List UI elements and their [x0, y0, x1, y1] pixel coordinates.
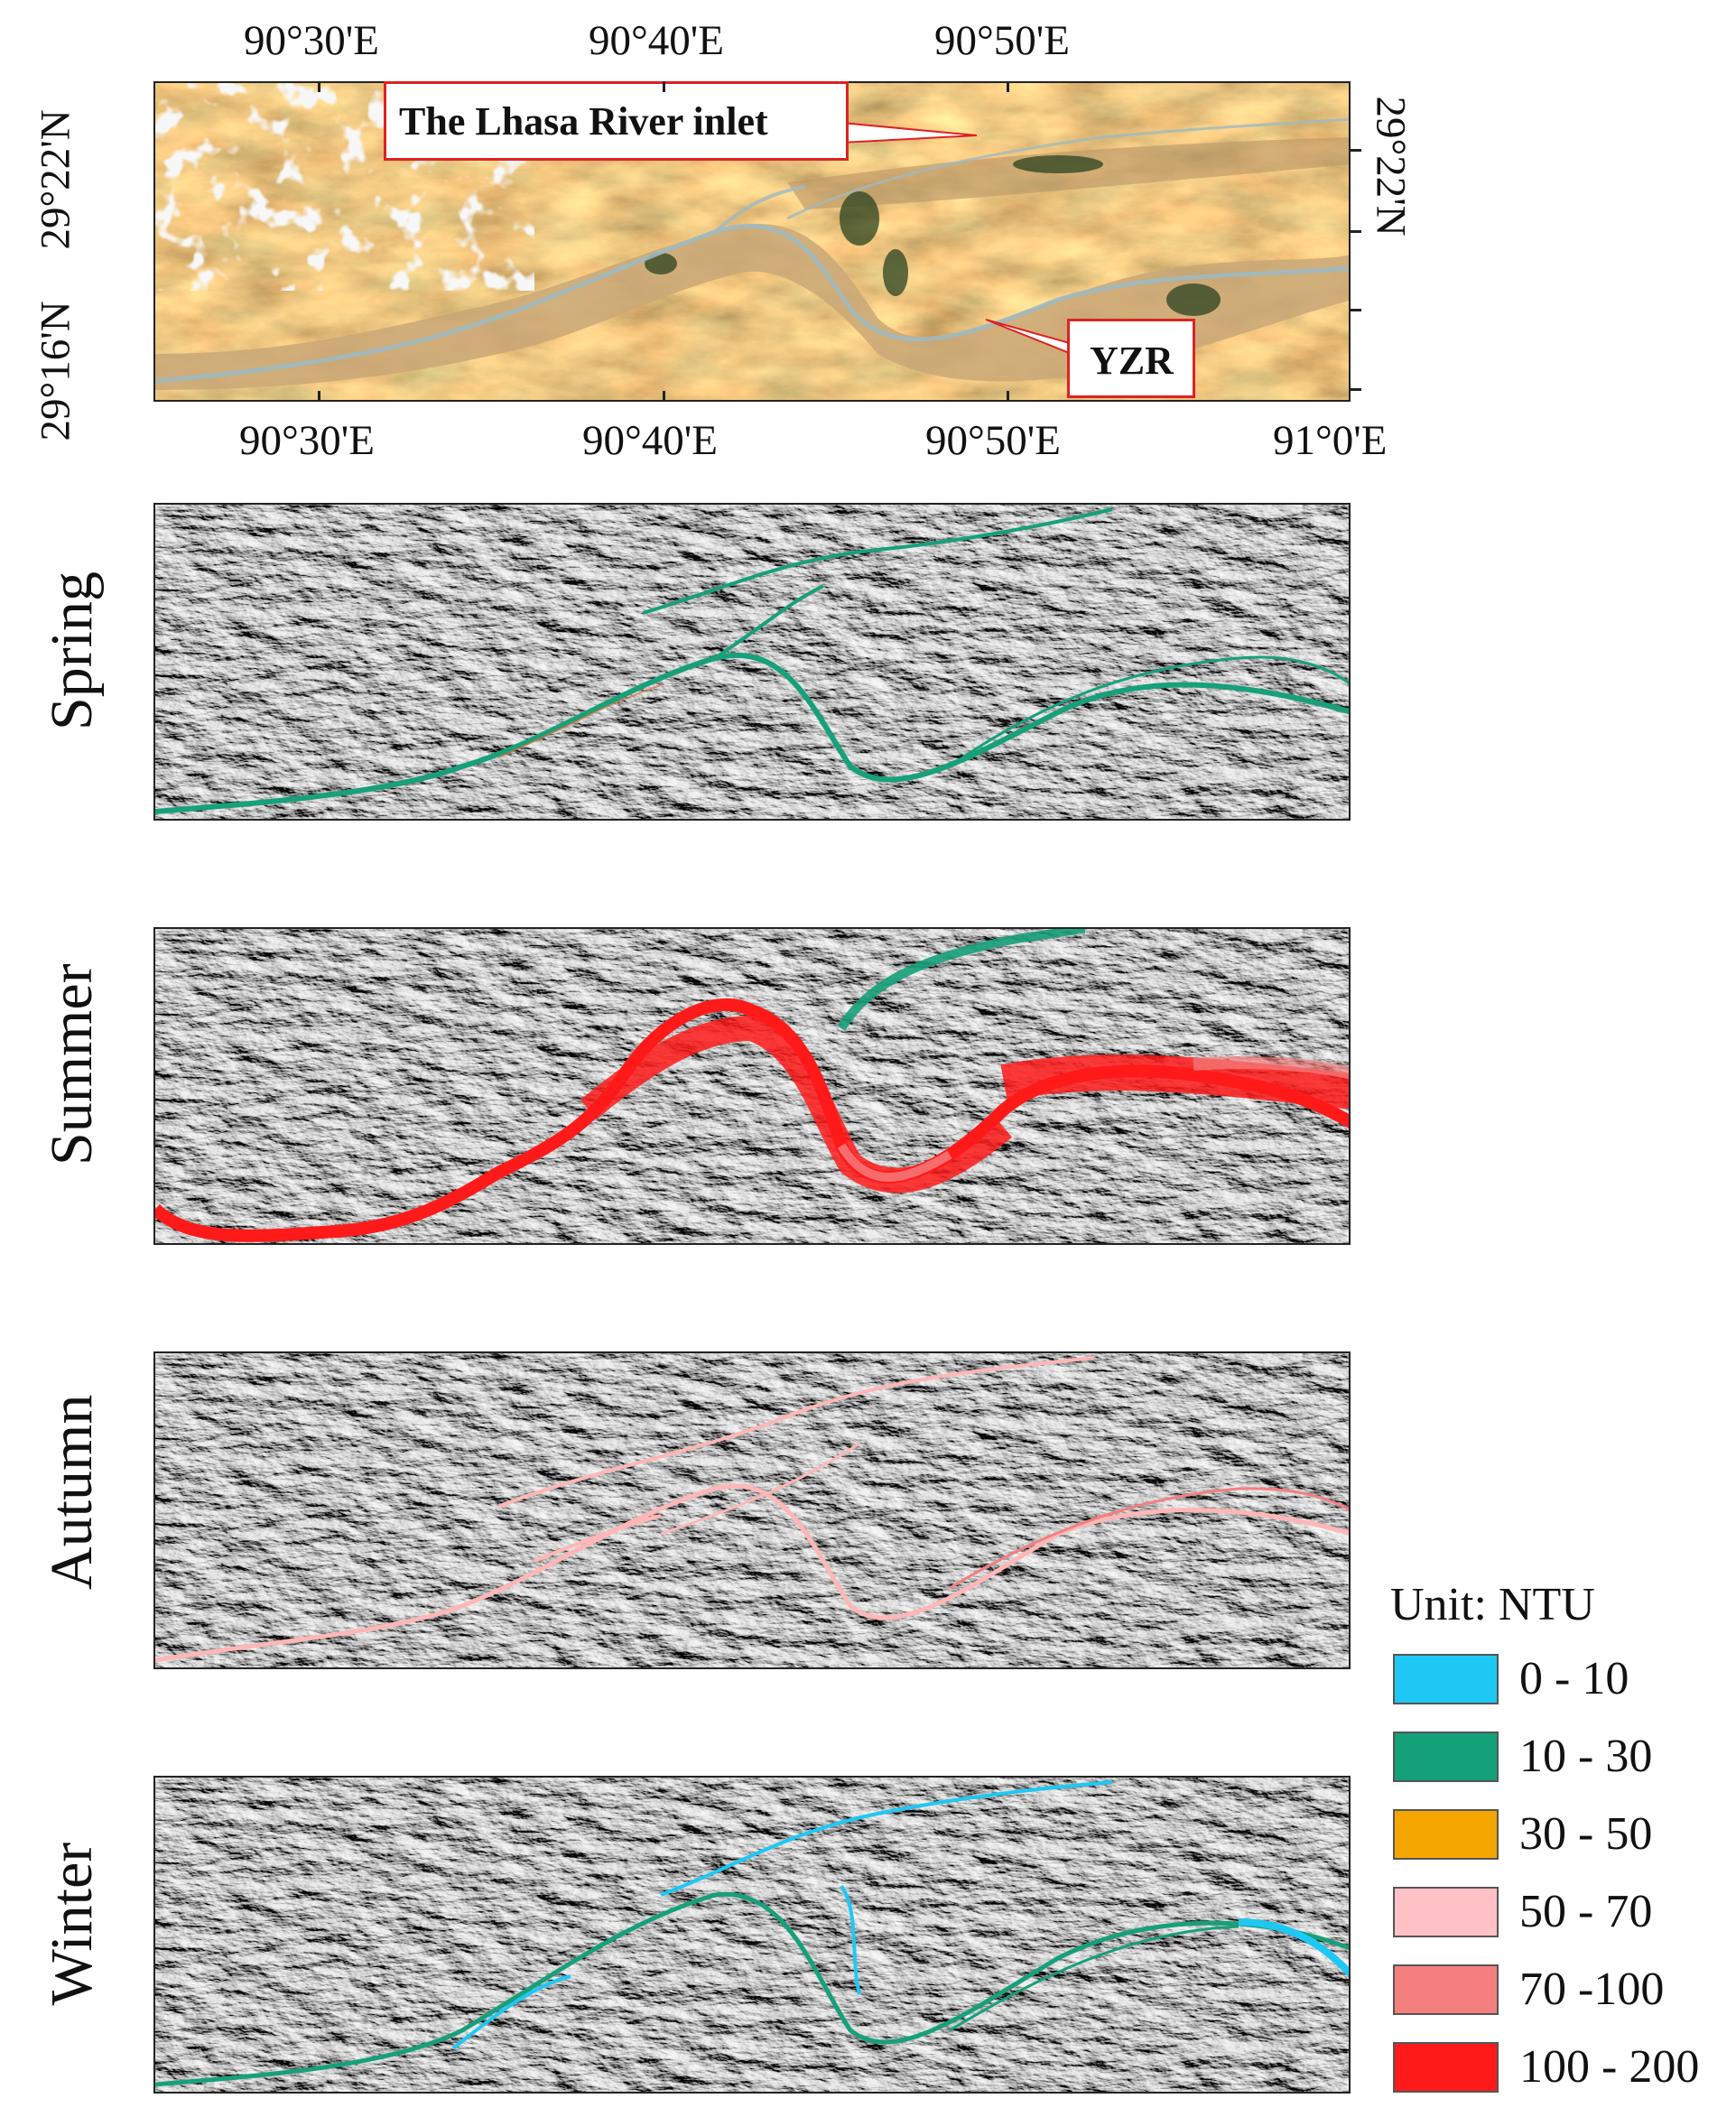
legend-item-70-100: 70 -100	[1393, 1964, 1727, 2017]
legend-label: 70 -100	[1519, 1964, 1665, 2015]
callout-lhasa-river-inlet: The Lhasa River inlet	[384, 81, 849, 161]
legend-swatch	[1393, 1964, 1499, 2015]
bottom-tickmark-3	[1007, 391, 1009, 402]
right-tickmark-2	[1351, 230, 1361, 233]
legend-swatch	[1393, 1732, 1499, 1782]
panel-autumn	[153, 1351, 1351, 1669]
legend-label: 10 - 30	[1519, 1731, 1653, 1782]
legend-title: Unit: NTU	[1390, 1579, 1595, 1630]
legend-item-100-200: 100 - 200	[1393, 2042, 1727, 2094]
legend-item-10-30: 10 - 30	[1393, 1732, 1727, 1784]
right-tickmark-4	[1351, 388, 1361, 391]
bottom-tickmark-2	[663, 391, 665, 402]
top-tickmark-1	[318, 81, 320, 92]
legend-swatch	[1393, 1887, 1499, 1937]
right-tickmark-1	[1351, 149, 1361, 152]
panel-spring	[153, 503, 1351, 821]
legend-label: 30 - 50	[1519, 1808, 1653, 1860]
top-tick-lon-3: 90°50'E	[934, 17, 1070, 64]
season-label-autumn: Autumn	[39, 1394, 105, 1590]
legend-item-50-70: 50 - 70	[1393, 1887, 1727, 1939]
legend-label: 100 - 200	[1519, 2041, 1700, 2093]
left-tick-lat-1: 29°22'N	[32, 109, 79, 250]
legend-item-0-10: 0 - 10	[1393, 1654, 1727, 1706]
legend-label: 0 - 10	[1519, 1653, 1629, 1704]
bottom-tickmark-1	[318, 391, 320, 402]
spring-map	[155, 505, 1349, 819]
top-tickmark-3	[1007, 81, 1009, 92]
left-tick-lat-2: 29°16'N	[32, 301, 79, 441]
legend-item-30-50: 30 - 50	[1393, 1809, 1727, 1862]
legend-swatch	[1393, 1654, 1499, 1704]
summer-map	[155, 929, 1349, 1243]
bottom-tick-lon-3: 90°50'E	[925, 417, 1061, 464]
bottom-tick-lon-1: 90°30'E	[239, 417, 375, 464]
winter-map	[155, 1778, 1349, 2092]
season-label-winter: Winter	[39, 1842, 105, 2006]
autumn-map	[155, 1353, 1349, 1667]
legend-label: 50 - 70	[1519, 1886, 1653, 1937]
legend-swatch	[1393, 2042, 1499, 2093]
right-tickmark-3	[1351, 309, 1361, 311]
right-tick-lat-1: 29°22'N	[1367, 96, 1415, 237]
bottom-tick-lon-2: 90°40'E	[582, 417, 718, 464]
callout-yzr: YZR	[1067, 319, 1195, 398]
panel-summer	[153, 927, 1351, 1245]
legend-swatch	[1393, 1809, 1499, 1860]
bottom-tick-lon-4: 91°0'E	[1273, 417, 1388, 464]
panel-winter	[153, 1776, 1351, 2094]
season-label-spring: Spring	[39, 571, 105, 731]
top-tick-lon-2: 90°40'E	[589, 17, 724, 64]
top-tickmark-2	[663, 81, 665, 92]
top-tick-lon-1: 90°30'E	[244, 17, 379, 64]
season-label-summer: Summer	[39, 963, 105, 1165]
